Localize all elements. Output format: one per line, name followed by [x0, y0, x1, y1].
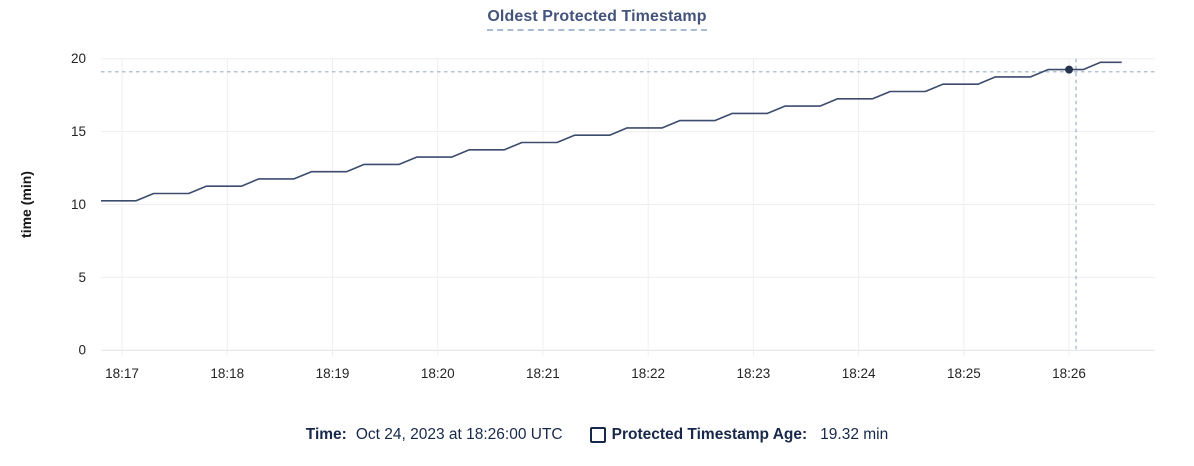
y-axis-title: time (min): [18, 171, 34, 238]
series-swatch-icon: [589, 427, 606, 443]
x-tick-label: 18:23: [736, 366, 770, 381]
y-tick-label: 10: [71, 197, 86, 212]
x-tick-label: 18:21: [526, 366, 560, 381]
x-tick-label: 18:25: [947, 366, 981, 381]
x-tick-label: 18:24: [842, 366, 876, 381]
x-tick-label: 18:19: [316, 366, 350, 381]
y-tick-label: 15: [71, 124, 86, 139]
series-line: [101, 61, 1122, 202]
y-tick-label: 0: [78, 343, 86, 358]
x-tick-label: 18:18: [210, 366, 244, 381]
x-tick-label: 18:17: [105, 366, 139, 381]
legend-series-label: Protected Timestamp Age:: [611, 426, 808, 443]
hover-legend: Time: Oct 24, 2023 at 18:26:00 UTC Prote…: [0, 426, 1194, 444]
hover-point-dot: [1065, 65, 1074, 74]
y-tick-label: 20: [71, 51, 86, 66]
x-tick-label: 18:26: [1052, 366, 1086, 381]
legend-series-value: 19.32 min: [820, 426, 889, 443]
y-tick-label: 5: [78, 270, 86, 285]
legend-time-label: Time:: [305, 426, 347, 443]
x-tick-label: 18:22: [631, 366, 665, 381]
chart-title-row: Oldest Protected Timestamp: [0, 8, 1194, 31]
chart-canvas[interactable]: 0 5 10 15 20 18:17 18:18 18:19 18:20 18:21 18:22 18…: [0, 0, 1194, 410]
x-tick-label: 18:20: [421, 366, 455, 381]
legend-time-value: Oct 24, 2023 at 18:26:00 UTC: [355, 426, 563, 443]
chart-title[interactable]: Oldest Protected Timestamp: [487, 8, 707, 31]
